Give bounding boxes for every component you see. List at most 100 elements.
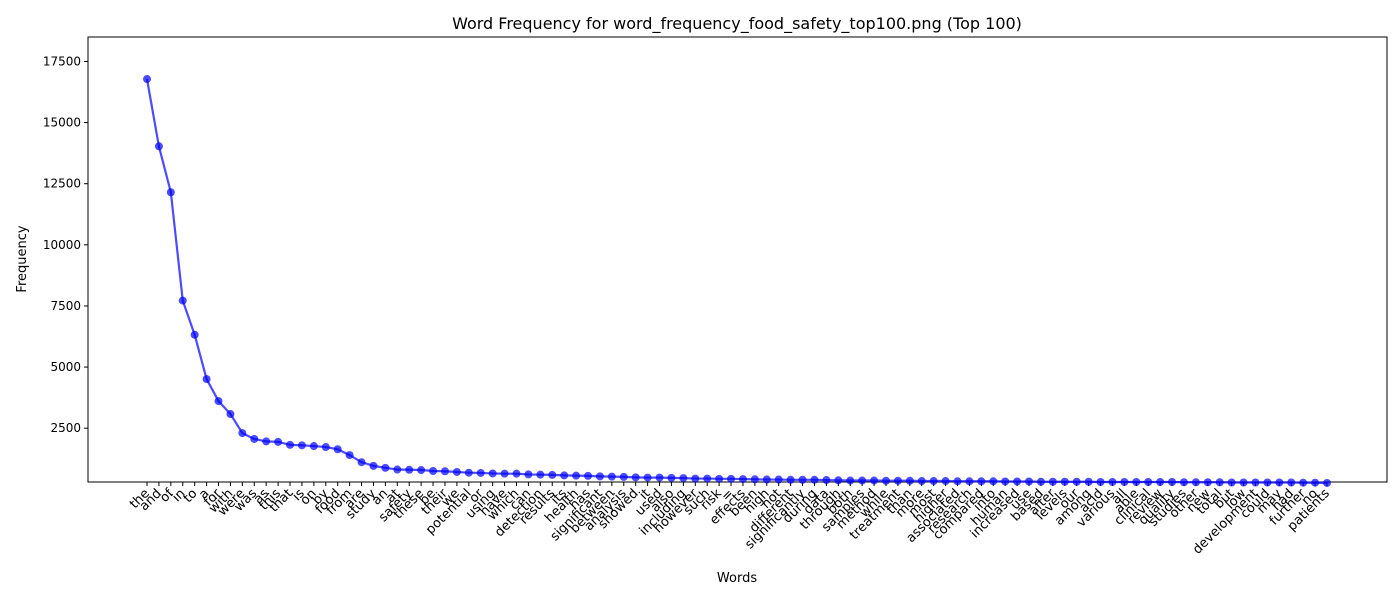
data-point xyxy=(1179,478,1188,487)
data-point xyxy=(679,474,688,483)
series-line xyxy=(145,78,1328,485)
data-point xyxy=(190,330,199,339)
y-tick-label: 12500 xyxy=(43,177,81,191)
data-point xyxy=(643,473,652,482)
data-point xyxy=(1168,478,1177,486)
chart-title: Word Frequency for word_frequency_food_s… xyxy=(452,14,1022,34)
data-point xyxy=(1013,477,1022,486)
data-point xyxy=(1108,478,1117,486)
data-point xyxy=(1287,478,1296,487)
data-point xyxy=(917,477,926,486)
data-point xyxy=(977,477,986,486)
data-point xyxy=(929,477,938,486)
data-point xyxy=(786,475,795,484)
data-point xyxy=(1215,478,1224,487)
data-point xyxy=(262,437,271,446)
data-point xyxy=(834,476,843,485)
data-point xyxy=(619,472,628,481)
data-point xyxy=(429,466,438,475)
y-tick-label: 17500 xyxy=(43,54,81,68)
y-tick-label: 15000 xyxy=(43,116,81,130)
data-point xyxy=(727,474,736,483)
y-axis-ticks: 2500 5000 7500 10000 12500 15000 17500 xyxy=(43,54,88,435)
data-point xyxy=(1048,477,1057,486)
data-point xyxy=(798,475,807,484)
data-point xyxy=(357,458,366,467)
data-point xyxy=(333,445,342,454)
data-point xyxy=(417,466,426,475)
data-point xyxy=(500,469,509,478)
data-point xyxy=(512,469,521,478)
data-point xyxy=(250,434,259,443)
data-point xyxy=(822,476,831,485)
data-point xyxy=(846,476,855,485)
data-point xyxy=(440,467,449,476)
data-point xyxy=(488,469,497,478)
data-point xyxy=(536,470,545,479)
data-point xyxy=(274,437,283,446)
data-point xyxy=(178,296,187,305)
y-tick-label: 5000 xyxy=(50,360,81,374)
data-point xyxy=(1072,477,1081,486)
data-point xyxy=(1275,478,1284,487)
data-point xyxy=(1144,478,1153,486)
data-point xyxy=(715,474,724,483)
y-tick-label: 7500 xyxy=(50,299,81,313)
data-point xyxy=(524,470,533,479)
data-point xyxy=(202,375,211,384)
data-point xyxy=(584,471,593,480)
data-point xyxy=(1191,478,1200,487)
data-point xyxy=(405,465,414,474)
data-point xyxy=(154,142,163,151)
plot-frame xyxy=(87,36,1388,483)
data-point xyxy=(1227,478,1236,487)
data-point xyxy=(1120,478,1129,486)
data-point xyxy=(1036,477,1045,486)
data-point xyxy=(870,476,879,485)
data-point xyxy=(1239,478,1248,487)
data-point xyxy=(452,467,461,476)
data-point xyxy=(595,472,604,481)
data-point xyxy=(1323,478,1331,487)
data-point xyxy=(607,472,616,481)
data-point xyxy=(1251,478,1260,487)
data-point xyxy=(1084,477,1093,486)
data-point xyxy=(286,440,295,449)
y-tick-label: 10000 xyxy=(43,238,81,252)
data-point xyxy=(464,468,473,477)
data-point xyxy=(1060,477,1069,486)
data-point xyxy=(1203,478,1212,487)
data-point xyxy=(965,477,974,486)
data-point xyxy=(738,475,747,484)
data-point xyxy=(858,476,867,485)
data-point xyxy=(1263,478,1272,487)
data-point xyxy=(560,471,569,480)
data-point xyxy=(297,441,306,450)
data-point xyxy=(309,442,318,451)
x-axis-label: Words xyxy=(717,571,757,586)
data-point xyxy=(905,476,914,485)
data-point xyxy=(226,410,235,419)
data-point xyxy=(345,451,354,460)
data-point xyxy=(762,475,771,484)
data-point xyxy=(941,477,950,486)
data-point xyxy=(548,470,557,479)
data-point xyxy=(703,474,712,483)
data-point xyxy=(750,475,759,484)
data-point xyxy=(1132,478,1141,486)
data-point xyxy=(1156,478,1165,486)
data-point xyxy=(572,471,581,480)
data-point xyxy=(143,75,151,84)
y-axis-label: Frequency xyxy=(15,225,30,292)
data-point xyxy=(166,188,175,197)
data-point xyxy=(393,465,402,474)
data-point xyxy=(369,461,378,470)
data-point xyxy=(691,474,700,483)
data-point xyxy=(381,463,390,472)
data-point xyxy=(1025,477,1034,486)
plot-area xyxy=(87,36,1388,483)
data-point xyxy=(631,473,640,482)
data-point xyxy=(989,477,998,486)
